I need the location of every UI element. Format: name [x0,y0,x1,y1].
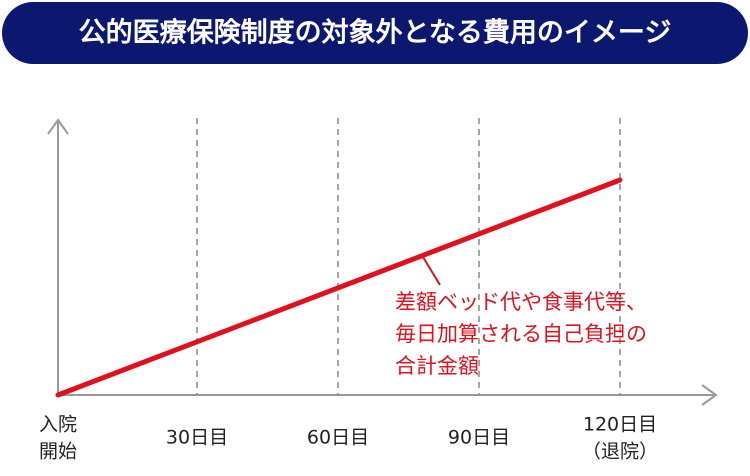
x-arrow [701,384,718,406]
title-banner [2,2,748,64]
title: 公的医療保険制度の対象外となる費用のイメージ [79,17,672,49]
annotation-text: 毎日加算される自己負担の [395,322,647,346]
cost-line [55,177,623,398]
leader-line [422,256,441,286]
x-label: 入院 [39,414,77,436]
y-arrow [47,118,69,135]
annotation-text: 合計金額 [395,354,479,378]
x-label: 開始 [39,441,77,463]
annotation-text: 差額ベッド代や食事代等、 [395,290,647,314]
x-label: 120日目 [583,414,657,436]
x-label: 90日目 [448,427,510,449]
axes [47,118,718,406]
guides [196,118,621,395]
x-label: 30日目 [166,427,228,449]
x-label: （退院） [582,441,658,463]
x-label: 60日目 [307,427,369,449]
